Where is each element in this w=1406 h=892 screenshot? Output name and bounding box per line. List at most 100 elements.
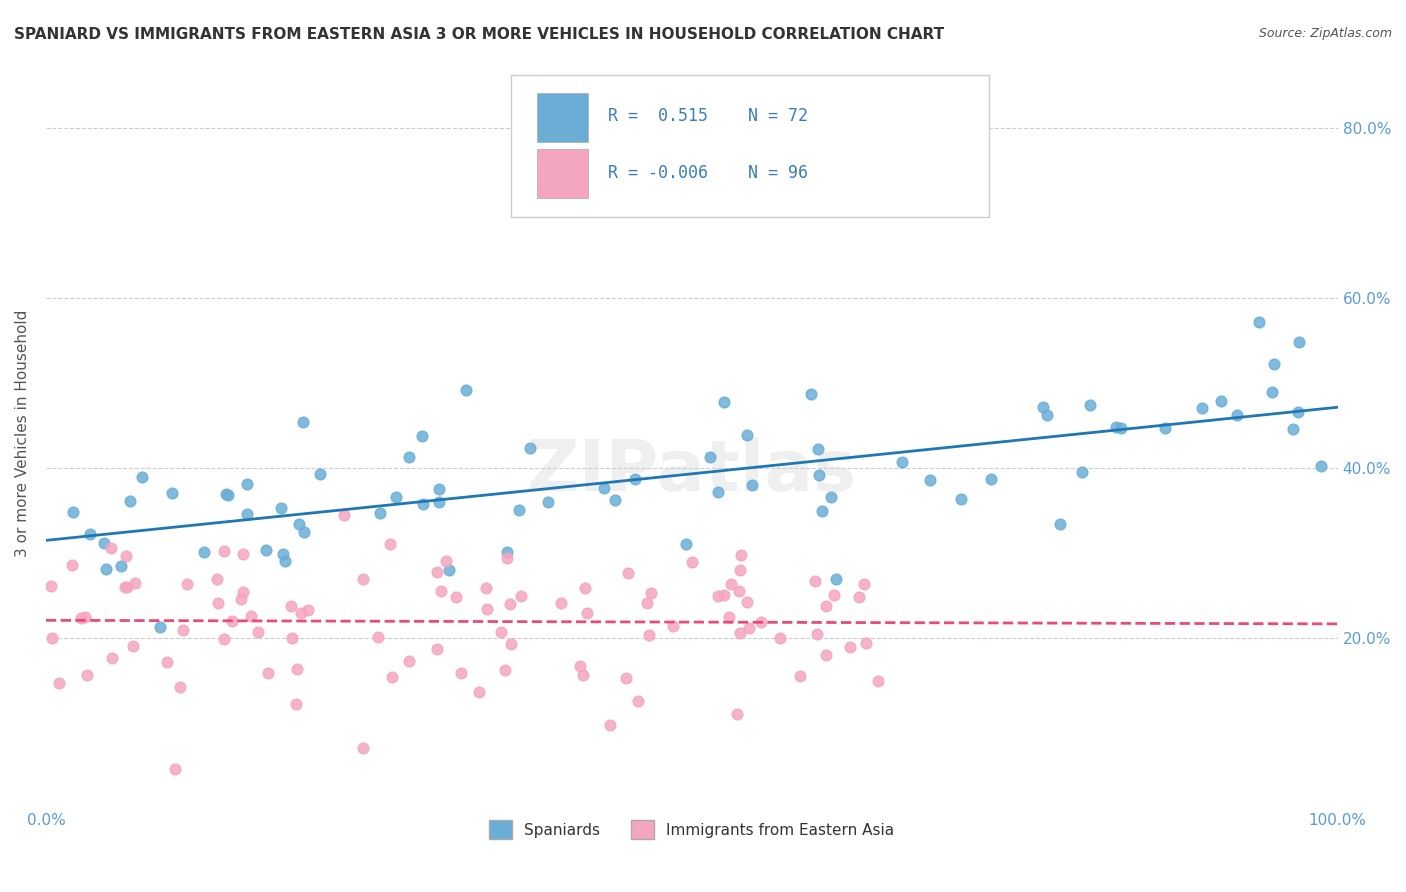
Point [429, 584, 451, 599]
Point [662, 619, 685, 633]
Point [814, 648, 837, 662]
Point [699, 450, 721, 465]
Point [569, 659, 592, 673]
Point [411, 429, 433, 443]
Point [456, 383, 478, 397]
Point [76, 668, 98, 682]
Point [121, 639, 143, 653]
Point [617, 566, 640, 580]
Point [713, 394, 735, 409]
Point [352, 572, 374, 586]
Point [101, 650, 124, 665]
Point [1309, 458, 1331, 473]
Point [398, 654, 420, 668]
Point [70, 611, 93, 625]
Point [475, 581, 498, 595]
Point [281, 631, 304, 645]
Point [290, 607, 312, 621]
Point [149, 620, 172, 634]
Point [519, 441, 541, 455]
Point [550, 597, 572, 611]
Point [494, 663, 516, 677]
Point [256, 666, 278, 681]
Point [352, 741, 374, 756]
Point [640, 586, 662, 600]
Point [537, 495, 560, 509]
Point [735, 428, 758, 442]
Point [247, 624, 270, 639]
Point [193, 545, 215, 559]
Text: R = -0.006    N = 96: R = -0.006 N = 96 [607, 164, 808, 182]
Point [381, 670, 404, 684]
Point [789, 669, 811, 683]
Point [848, 590, 870, 604]
Point [62, 505, 84, 519]
Text: SPANIARD VS IMMIGRANTS FROM EASTERN ASIA 3 OR MORE VEHICLES IN HOUSEHOLD CORRELA: SPANIARD VS IMMIGRANTS FROM EASTERN ASIA… [14, 27, 945, 42]
Point [814, 599, 837, 613]
Point [866, 674, 889, 689]
Point [1071, 465, 1094, 479]
Point [1260, 385, 1282, 400]
Point [434, 554, 457, 568]
Point [735, 595, 758, 609]
Point [131, 470, 153, 484]
Point [1226, 408, 1249, 422]
Point [1282, 422, 1305, 436]
Point [803, 574, 825, 589]
Point [636, 596, 658, 610]
Point [574, 581, 596, 595]
Point [496, 551, 519, 566]
Point [207, 596, 229, 610]
Point [769, 631, 792, 645]
Point [638, 628, 661, 642]
Point [1288, 334, 1310, 349]
Point [495, 544, 517, 558]
Point [800, 387, 823, 401]
Point [124, 576, 146, 591]
Point [160, 486, 183, 500]
Point [115, 549, 138, 563]
Point [749, 615, 772, 629]
Point [367, 630, 389, 644]
Point [811, 504, 834, 518]
Point [855, 636, 877, 650]
Point [730, 548, 752, 562]
Point [1249, 315, 1271, 329]
Point [176, 576, 198, 591]
Point [236, 477, 259, 491]
Point [475, 601, 498, 615]
Point [808, 468, 831, 483]
Point [728, 562, 751, 576]
Point [426, 642, 449, 657]
Point [48, 676, 70, 690]
Point [239, 609, 262, 624]
Point [728, 584, 751, 599]
Point [949, 492, 972, 507]
Point [839, 640, 862, 654]
Point [156, 655, 179, 669]
Point [368, 506, 391, 520]
Point [270, 501, 292, 516]
Point [221, 615, 243, 629]
Point [333, 508, 356, 523]
Point [41, 579, 63, 593]
Point [215, 486, 238, 500]
Point [707, 589, 730, 603]
Bar [537, 149, 589, 198]
Point [291, 415, 314, 429]
Point [806, 627, 828, 641]
Point [603, 493, 626, 508]
Point [980, 472, 1002, 486]
Point [444, 590, 467, 604]
Point [172, 623, 194, 637]
Point [489, 625, 512, 640]
Point [94, 562, 117, 576]
Point [232, 585, 254, 599]
Point [79, 526, 101, 541]
Point [599, 718, 621, 732]
Point [807, 442, 830, 457]
Point [280, 599, 302, 613]
Point [730, 626, 752, 640]
Point [212, 544, 235, 558]
Point [429, 494, 451, 508]
